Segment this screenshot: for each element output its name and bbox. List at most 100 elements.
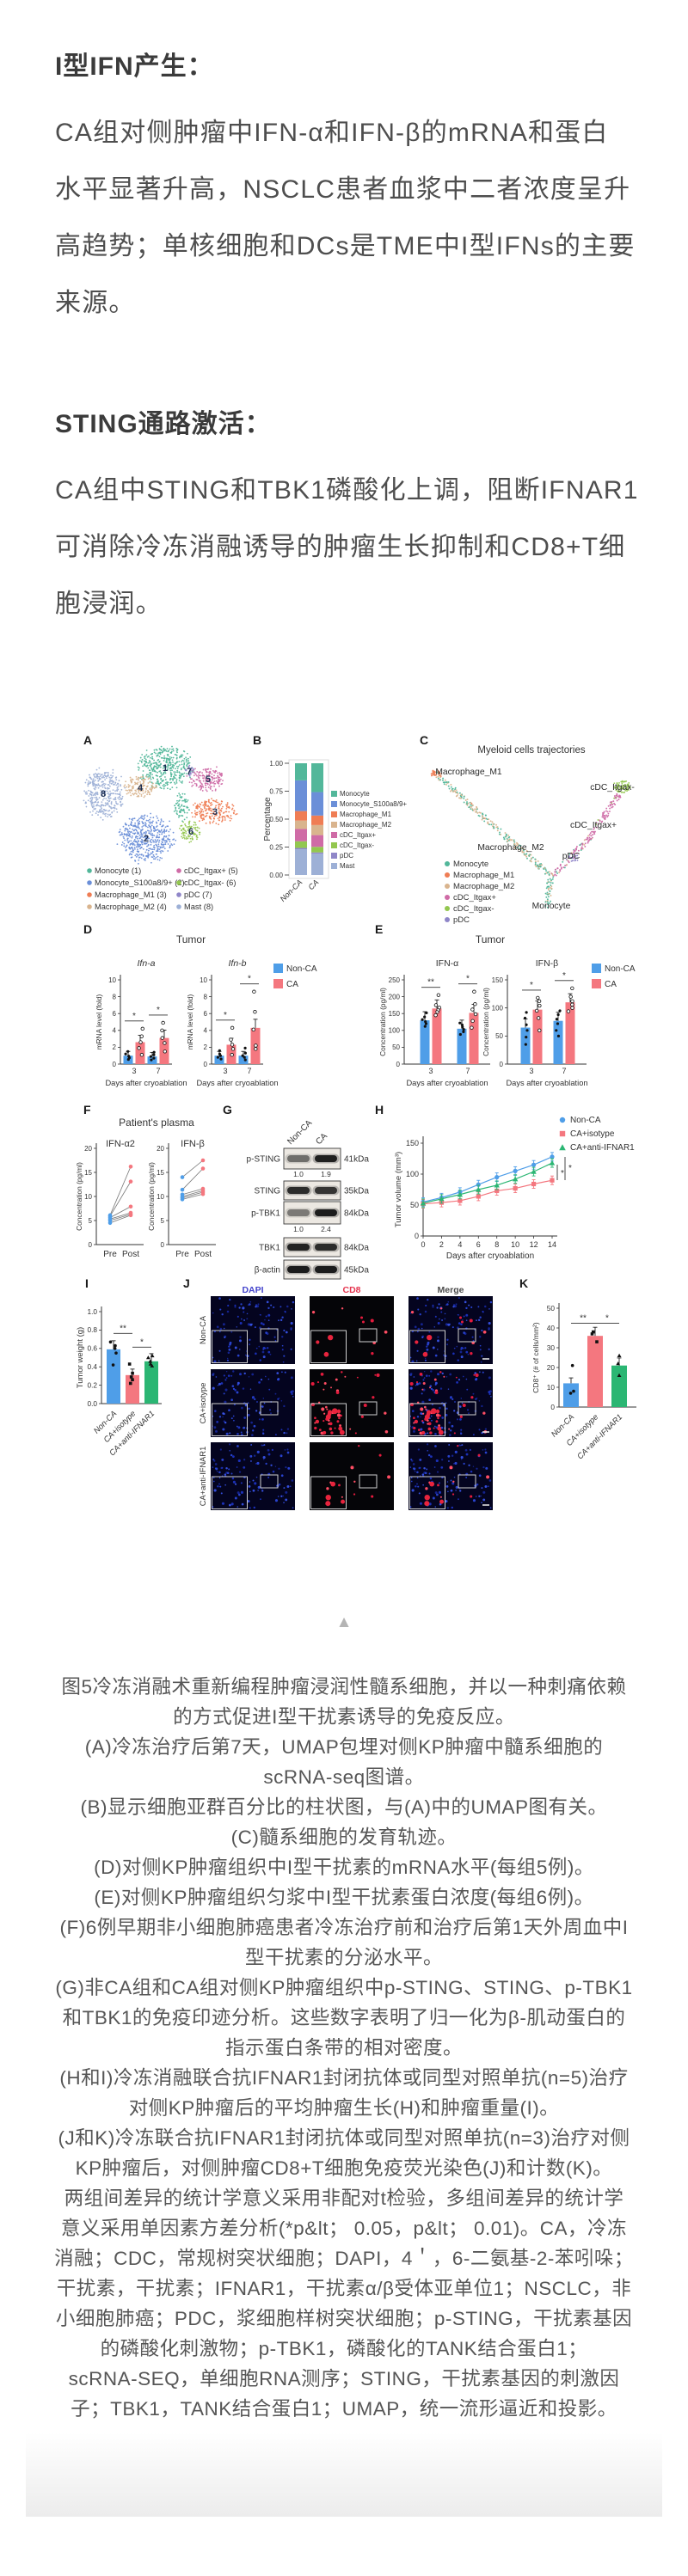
caption-line: 型干扰素的分泌水平。 bbox=[244, 1947, 443, 1968]
svg-text:50: 50 bbox=[410, 1201, 419, 1209]
svg-text:F: F bbox=[83, 1103, 91, 1117]
svg-text:β-actin: β-actin bbox=[255, 1266, 280, 1276]
svg-text:10: 10 bbox=[547, 1383, 556, 1392]
svg-text:20: 20 bbox=[547, 1363, 556, 1372]
svg-text:pDC: pDC bbox=[340, 852, 353, 860]
svg-text:150: 150 bbox=[406, 1139, 419, 1147]
svg-text:p-TBK1: p-TBK1 bbox=[251, 1209, 280, 1219]
svg-text:Monocyte: Monocyte bbox=[453, 860, 488, 869]
svg-text:Patient's plasma: Patient's plasma bbox=[119, 1117, 194, 1129]
caption-line: 和TBK1的免疫印迹分析。这些数字表明了归一化为β-肌动蛋白的 bbox=[62, 2007, 626, 2028]
svg-text:Merge: Merge bbox=[438, 1285, 464, 1295]
svg-text:Concentration (pg/ml): Concentration (pg/ml) bbox=[75, 1162, 83, 1231]
svg-text:K: K bbox=[519, 1276, 528, 1290]
svg-text:6: 6 bbox=[113, 1010, 117, 1018]
svg-text:cDC_Itgax+: cDC_Itgax+ bbox=[453, 893, 496, 903]
svg-text:CA: CA bbox=[286, 980, 298, 989]
svg-text:0.8: 0.8 bbox=[87, 1325, 97, 1334]
caption-line: 两组间差异的统计学意义采用非配对t检验，多组间差异的统计学 bbox=[64, 2187, 624, 2209]
svg-text:0.0: 0.0 bbox=[87, 1399, 97, 1408]
panel-f-paired-plasma: Patient's plasma IFN-α2 0 5 10 15 20 Concentrat… bbox=[75, 1117, 216, 1259]
svg-text:8: 8 bbox=[204, 993, 208, 1000]
svg-text:50: 50 bbox=[547, 1304, 556, 1312]
svg-text:*: * bbox=[157, 1006, 160, 1015]
svg-text:14: 14 bbox=[548, 1240, 556, 1249]
svg-text:20: 20 bbox=[84, 1145, 92, 1153]
svg-text:*: * bbox=[605, 1314, 609, 1324]
caption-line: (B)显示细胞亚群百分比的柱状图，与(A)中的UMAP图有关。 bbox=[80, 1796, 608, 1818]
svg-text:B: B bbox=[253, 733, 261, 747]
svg-text:Days after cryoablation: Days after cryoablation bbox=[446, 1251, 534, 1261]
svg-text:IFN-α: IFN-α bbox=[436, 958, 458, 969]
svg-text:30: 30 bbox=[547, 1343, 556, 1352]
svg-text:3: 3 bbox=[212, 807, 218, 817]
svg-text:Concentration (pg/ml): Concentration (pg/ml) bbox=[482, 988, 490, 1056]
svg-text:1.9: 1.9 bbox=[321, 1170, 331, 1178]
svg-text:Monocyte: Monocyte bbox=[340, 790, 370, 798]
svg-text:E: E bbox=[375, 922, 383, 936]
svg-text:2: 2 bbox=[113, 1043, 117, 1051]
caption-line: (G)非CA组和CA组对侧KP肿瘤组织中p-STING、STING、p-TBK1 bbox=[55, 1977, 633, 1998]
svg-text:0: 0 bbox=[421, 1240, 425, 1249]
svg-text:CA: CA bbox=[314, 1131, 329, 1147]
svg-text:2.4: 2.4 bbox=[321, 1225, 331, 1233]
svg-text:8: 8 bbox=[113, 993, 117, 1000]
panel-letters: A B C D E F G H I J K bbox=[83, 733, 528, 1290]
paragraph-line: 来源。 bbox=[55, 289, 136, 317]
svg-text:CD8: CD8 bbox=[342, 1285, 360, 1295]
section-paragraph: CA组中STING和TBK1磷酸化上调，阻断IFNAR1 可消除冷冻消融诱导的肿瘤… bbox=[55, 462, 648, 633]
svg-text:cDC_Itgax+: cDC_Itgax+ bbox=[570, 821, 617, 830]
caption-line: 小细胞肺癌；PDC，浆细胞样树突状细胞；p-STING，干扰素基因 bbox=[55, 2308, 633, 2329]
svg-text:0.75: 0.75 bbox=[269, 787, 283, 795]
svg-text:15: 15 bbox=[157, 1169, 164, 1177]
svg-text:CA: CA bbox=[306, 878, 320, 891]
svg-text:CA: CA bbox=[605, 980, 617, 989]
svg-text:Monocyte: Monocyte bbox=[532, 902, 571, 911]
svg-text:0: 0 bbox=[396, 1061, 401, 1068]
svg-text:*: * bbox=[530, 981, 533, 990]
svg-text:35kDa: 35kDa bbox=[344, 1187, 369, 1196]
svg-text:0: 0 bbox=[550, 1403, 555, 1411]
svg-text:G: G bbox=[223, 1103, 232, 1117]
svg-text:Tumor: Tumor bbox=[476, 933, 505, 945]
collapse-triangle-icon[interactable]: ▲ bbox=[335, 1613, 353, 1631]
svg-text:Monocyte (1): Monocyte (1) bbox=[95, 866, 141, 875]
svg-text:Macrophage_M2: Macrophage_M2 bbox=[477, 843, 544, 853]
svg-text:2: 2 bbox=[144, 834, 149, 844]
caption-line: (E)对侧KP肿瘤组织匀浆中I型干扰素蛋白浓度(每组6例)。 bbox=[94, 1887, 594, 1908]
svg-text:STING: STING bbox=[254, 1187, 280, 1196]
svg-text:7: 7 bbox=[465, 1067, 470, 1075]
caption-line: (F)6例早期非小细胞肺癌患者冷冻治疗前和治疗后第1天外周血中I bbox=[59, 1917, 629, 1938]
svg-text:*: * bbox=[248, 975, 251, 984]
panel-g-western-blot: Non-CA CA p-STING 41kDa 1.0 1.9 STING 35kDa p-TB… bbox=[247, 1118, 369, 1280]
caption-line: 消融；CDC，常规树突状细胞；DAPI，4＇，6-二氨基-2-苯吲哚； bbox=[54, 2248, 634, 2269]
svg-text:Non-CA: Non-CA bbox=[199, 1315, 207, 1344]
svg-text:100: 100 bbox=[492, 1004, 504, 1012]
svg-text:5: 5 bbox=[206, 774, 211, 785]
svg-text:50: 50 bbox=[495, 1032, 503, 1040]
svg-text:10: 10 bbox=[108, 976, 116, 984]
svg-text:pDC: pDC bbox=[453, 915, 470, 925]
svg-text:Macrophage_M2 (4): Macrophage_M2 (4) bbox=[95, 903, 167, 911]
svg-text:Concentration (pg/ml): Concentration (pg/ml) bbox=[378, 988, 387, 1056]
svg-text:*: * bbox=[224, 1011, 227, 1020]
svg-text:100: 100 bbox=[406, 1170, 419, 1178]
svg-text:Non-CA: Non-CA bbox=[605, 964, 636, 974]
caption-line: scRNA-SEQ，单细胞RNA测序；STING，干扰素基因的刺激因 bbox=[68, 2368, 620, 2389]
svg-text:10: 10 bbox=[84, 1193, 92, 1201]
paragraph-line: 可消除冷冻消融诱导的肿瘤生长抑制和CD8+T细 bbox=[55, 533, 626, 561]
svg-text:CD8⁺ (# of cells/mm²): CD8⁺ (# of cells/mm²) bbox=[531, 1322, 540, 1393]
svg-text:C: C bbox=[420, 733, 428, 747]
svg-text:Non-CA: Non-CA bbox=[286, 964, 317, 974]
svg-text:CA+anti-IFNAR1: CA+anti-IFNAR1 bbox=[575, 1412, 624, 1460]
svg-text:1: 1 bbox=[163, 763, 168, 774]
svg-text:Macrophage_M2: Macrophage_M2 bbox=[340, 821, 392, 829]
svg-text:Macrophage_M1 (3): Macrophage_M1 (3) bbox=[95, 890, 167, 899]
svg-text:6: 6 bbox=[188, 827, 194, 837]
svg-text:Days after cryoablation: Days after cryoablation bbox=[506, 1079, 587, 1087]
svg-text:10: 10 bbox=[200, 976, 207, 984]
svg-text:**: ** bbox=[427, 978, 434, 988]
svg-text:A: A bbox=[83, 733, 92, 747]
panel-h-tumor-growth: 0 50 100 150 0 2 4 6 8 10 12 14 Tumor volume (mm³) Da… bbox=[394, 1116, 635, 1261]
